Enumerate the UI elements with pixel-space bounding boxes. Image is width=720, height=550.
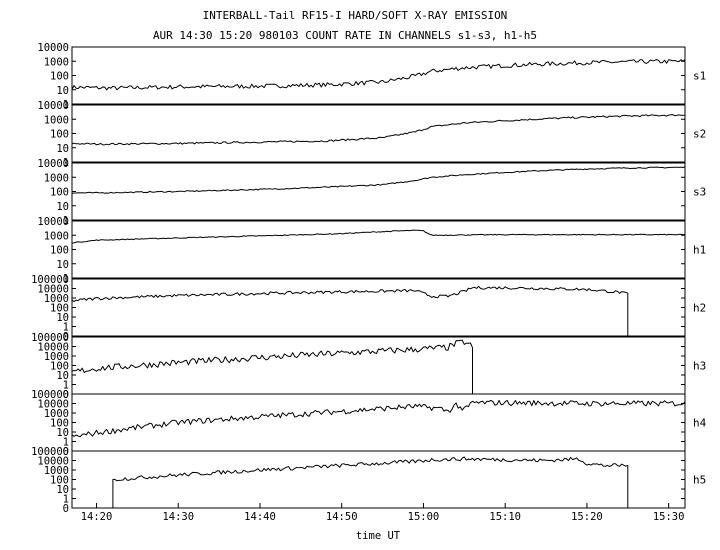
x-tick-label: 15:20 — [571, 511, 603, 523]
y-tick-label: 1 — [63, 380, 69, 392]
y-tick-label: 100 — [50, 71, 69, 83]
y-tick-label: 0 — [63, 389, 69, 401]
y-tick-label: 10000 — [37, 456, 69, 468]
y-tick-label: 100 — [50, 187, 69, 199]
y-tick-label: 10 — [56, 484, 69, 496]
y-tick-label: 100 — [50, 361, 69, 373]
trace-h2 — [71, 285, 685, 337]
y-tick-label: 10 — [56, 85, 69, 97]
y-tick-label: 10000 — [37, 158, 69, 170]
channel-label-h2: h2 — [693, 302, 706, 315]
y-tick-label: 1000 — [44, 408, 69, 420]
y-tick-label: 1000 — [44, 172, 69, 184]
channel-label-s2: s2 — [693, 128, 706, 141]
panel-frame — [71, 162, 686, 221]
panel-frame — [71, 278, 686, 337]
channel-label-h3: h3 — [693, 360, 706, 373]
y-tick-label: 1 — [63, 215, 69, 227]
y-tick-label: 1 — [63, 157, 69, 169]
y-tick-label: 1000 — [44, 56, 69, 68]
y-tick-label: 100 — [50, 418, 69, 430]
trace-h4 — [71, 399, 686, 438]
panel-frame — [71, 46, 686, 105]
y-tick-label: 1 — [63, 322, 69, 334]
y-tick-label: 0 — [63, 503, 69, 515]
y-tick-label: 1000 — [44, 351, 69, 363]
trace-h5 — [72, 456, 685, 509]
panel-s1: 10000 1000 100 10 1 s1 — [37, 42, 706, 111]
y-tick-label: 100000 — [31, 274, 69, 286]
y-tick-label: 10 — [56, 427, 69, 439]
y-tick-label: 1 — [63, 437, 69, 449]
y-tick-label: 100 — [50, 245, 69, 257]
x-axis: 14:20 14:30 14:40 14:50 15:00 15:10 15:20 15:30 — [81, 503, 685, 523]
y-tick-label: 10 — [56, 312, 69, 324]
x-tick-label: 14:30 — [162, 511, 194, 523]
y-tick-label: 10000 — [37, 216, 69, 228]
channel-label-h4: h4 — [693, 417, 707, 430]
y-tick-label: 10 — [56, 201, 69, 213]
panels-group: 100001000100101s1100001000100101s2100001… — [31, 42, 707, 515]
y-tick-label: 10000 — [37, 399, 69, 411]
y-tick-label: 100 — [50, 303, 69, 315]
panel-frame — [71, 104, 686, 163]
panel-frame — [71, 450, 686, 509]
x-tick-label: 15:10 — [489, 511, 521, 523]
y-tick-label: 100000 — [31, 446, 69, 458]
y-tick-label: 10 — [56, 259, 69, 271]
y-tick-label: 100 — [50, 129, 69, 141]
y-tick-label: 10 — [56, 143, 69, 155]
channel-label-s3: s3 — [693, 186, 706, 199]
y-tick-label: 10000 — [37, 284, 69, 296]
y-tick-label: 1000 — [44, 293, 69, 305]
trace-h1 — [71, 229, 685, 244]
y-tick-label: 1000 — [44, 465, 69, 477]
x-tick-label: 15:30 — [653, 511, 685, 523]
y-tick-label: 0 — [63, 446, 69, 458]
x-tick-label: 14:50 — [326, 511, 358, 523]
y-tick-label: 1000 — [44, 230, 69, 242]
panel-s2: 10000 1000 100 10 1 s2 — [37, 100, 706, 169]
trace-s3 — [71, 166, 686, 194]
trace-s2 — [71, 114, 685, 146]
y-tick-label: 1 — [63, 494, 69, 506]
y-tick-label: 1 — [63, 273, 69, 285]
panel-frame — [71, 220, 686, 279]
y-tick-label: 1 — [63, 99, 69, 111]
channel-label-s1: s1 — [693, 70, 706, 83]
y-tick-label: 100000 — [31, 332, 69, 344]
x-tick-label: 14:40 — [244, 511, 276, 523]
x-axis-label: time UT — [356, 530, 401, 542]
trace-h3 — [71, 339, 685, 395]
channel-label-h1: h1 — [693, 244, 706, 257]
channel-label-h5: h5 — [693, 474, 706, 487]
trace-s1 — [71, 59, 686, 91]
y-tick-label: 0 — [63, 331, 69, 343]
panel-h1: 10000 1000 100 10 1 h1 — [37, 216, 706, 285]
y-tick-label: 100 — [50, 475, 69, 487]
y-tick-label: 1000 — [44, 114, 69, 126]
panel-s3: 10000 1000 100 10 1 s3 — [37, 158, 706, 227]
chart-title: INTERBALL-Tail RF15-I HARD/SOFT X-RAY EM… — [203, 9, 508, 22]
y-tick-label: 10 — [56, 370, 69, 382]
y-tick-label: 10000 — [37, 42, 69, 54]
y-tick-label: 10000 — [37, 100, 69, 112]
x-tick-label: 15:00 — [408, 511, 440, 523]
y-tick-label: 100000 — [31, 389, 69, 401]
y-tick-label: 10000 — [37, 342, 69, 354]
x-tick-label: 14:20 — [81, 511, 113, 523]
chart-subtitle: AUR 14:30 15:20 980103 COUNT RATE IN CHA… — [153, 29, 537, 42]
